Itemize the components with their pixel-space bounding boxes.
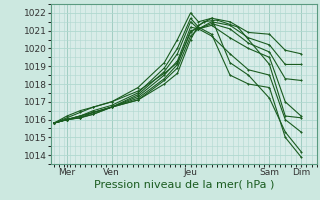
X-axis label: Pression niveau de la mer( hPa ): Pression niveau de la mer( hPa ) bbox=[94, 180, 274, 190]
